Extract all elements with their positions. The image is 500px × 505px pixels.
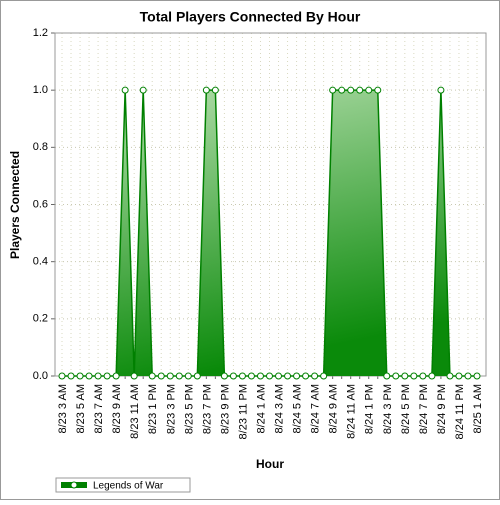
marker — [94, 372, 102, 380]
marker — [446, 372, 454, 380]
marker — [148, 372, 156, 380]
marker — [229, 372, 237, 380]
marker — [85, 372, 93, 380]
x-tick-label: 8/24 3 AM — [274, 384, 286, 434]
marker — [401, 372, 409, 380]
marker — [193, 372, 201, 380]
x-tick-label: 8/24 11 AM — [346, 384, 358, 439]
y-tick-label: 1.0 — [33, 84, 48, 96]
x-tick-label: 8/23 11 AM — [129, 384, 141, 439]
x-tick-label: 8/24 7 AM — [310, 384, 322, 434]
x-tick-label: 8/23 7 AM — [93, 384, 105, 434]
marker — [238, 372, 246, 380]
marker — [112, 372, 120, 380]
marker — [184, 372, 192, 380]
legend-marker — [70, 481, 78, 489]
marker — [139, 86, 147, 94]
marker — [284, 372, 292, 380]
x-axis-title: Hour — [256, 457, 284, 471]
x-tick-label: 8/24 1 AM — [255, 384, 267, 434]
marker — [428, 372, 436, 380]
area — [62, 90, 477, 377]
marker — [58, 372, 66, 380]
y-axis-title: Players Connected — [8, 151, 22, 259]
marker — [166, 372, 174, 380]
x-tick-label: 8/24 5 AM — [292, 384, 304, 434]
marker — [374, 86, 382, 94]
x-tick-label: 8/23 5 PM — [183, 384, 195, 434]
x-tick-label: 8/24 3 PM — [382, 384, 394, 434]
x-tick-label: 8/25 1 AM — [472, 384, 484, 434]
marker — [247, 372, 255, 380]
x-tick-label: 8/23 11 PM — [237, 384, 249, 439]
marker — [383, 372, 391, 380]
marker — [266, 372, 273, 380]
y-tick-label: 1.2 — [33, 27, 48, 39]
legend-box — [55, 477, 191, 493]
y-tick-label: 0.4 — [33, 256, 48, 268]
marker — [211, 86, 219, 94]
x-tick-label: 8/24 7 PM — [418, 384, 430, 434]
marker — [419, 372, 427, 380]
marker — [410, 372, 418, 380]
marker — [392, 372, 400, 380]
marker — [256, 372, 264, 380]
marker — [76, 372, 84, 380]
marker — [347, 86, 355, 94]
marker — [67, 372, 75, 380]
marker — [320, 372, 328, 380]
x-tick-label: 8/23 1 PM — [147, 384, 159, 434]
x-tick-label: 8/23 9 AM — [111, 384, 123, 434]
marker — [202, 86, 210, 94]
x-tick-label: 8/23 3 AM — [57, 384, 69, 434]
marker — [175, 372, 183, 380]
x-tick-label: 8/24 11 PM — [454, 384, 466, 439]
y-tick-label: 0.2 — [33, 313, 48, 325]
y-tick-label: 0.8 — [33, 141, 48, 153]
chart-title: Total Players Connected By Hour — [140, 9, 361, 25]
x-tick-label: 8/24 5 PM — [400, 384, 412, 434]
x-tick-label: 8/24 9 AM — [328, 384, 340, 434]
legend-label: Legends of War — [93, 481, 164, 492]
x-tick-label: 8/24 1 PM — [364, 384, 376, 434]
marker — [302, 372, 310, 380]
marker — [329, 86, 337, 94]
x-tick-label: 8/23 9 PM — [219, 384, 231, 434]
marker — [293, 372, 301, 380]
marker — [275, 372, 283, 380]
marker — [338, 86, 346, 94]
y-tick-label: 0.0 — [33, 370, 48, 382]
marker — [356, 86, 364, 94]
marker — [311, 372, 319, 380]
y-tick-label: 0.6 — [33, 198, 48, 210]
marker — [157, 372, 165, 380]
marker — [455, 372, 463, 380]
marker — [365, 86, 373, 94]
marker — [464, 372, 472, 380]
marker — [121, 86, 129, 94]
x-tick-label: 8/23 3 PM — [165, 384, 177, 434]
x-tick-label: 8/23 7 PM — [201, 384, 213, 434]
x-tick-label: 8/23 5 AM — [75, 384, 87, 434]
marker — [130, 372, 138, 380]
marker — [103, 372, 111, 380]
marker — [437, 86, 445, 94]
marker — [220, 372, 228, 380]
x-tick-label: 8/24 9 PM — [436, 384, 448, 434]
marker — [473, 372, 481, 380]
